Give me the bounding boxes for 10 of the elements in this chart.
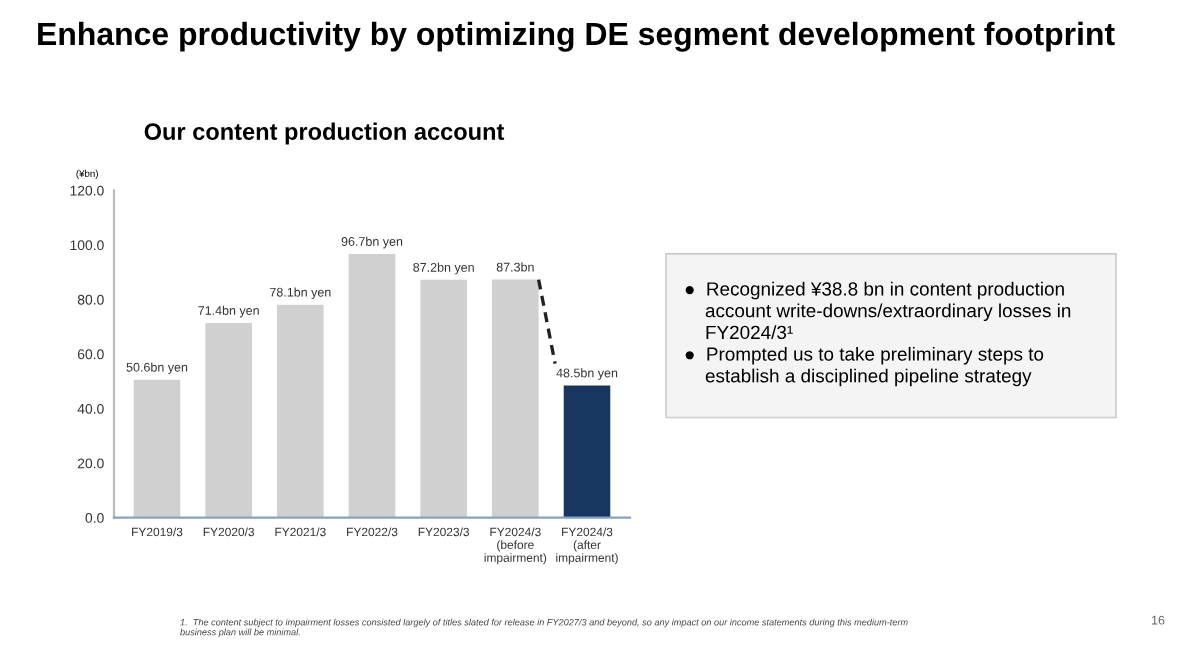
bar <box>133 379 181 518</box>
bar <box>277 304 324 518</box>
bar <box>205 322 252 518</box>
chart-subtitle: Our content production account <box>144 122 505 145</box>
chart-title: Enhance productivity by optimizing DE segment development footprint <box>38 21 1115 52</box>
bar <box>492 279 539 518</box>
bar <box>563 385 611 518</box>
text: ● Recognized ¥38.8 bn in content production account write-downs/extraordinary losses in FY2024/3¹ ● Prompted us to take preliminary steps to establish a disciplined pipeline strategy <box>685 281 1071 387</box>
bar <box>348 253 396 518</box>
bar <box>420 279 467 518</box>
